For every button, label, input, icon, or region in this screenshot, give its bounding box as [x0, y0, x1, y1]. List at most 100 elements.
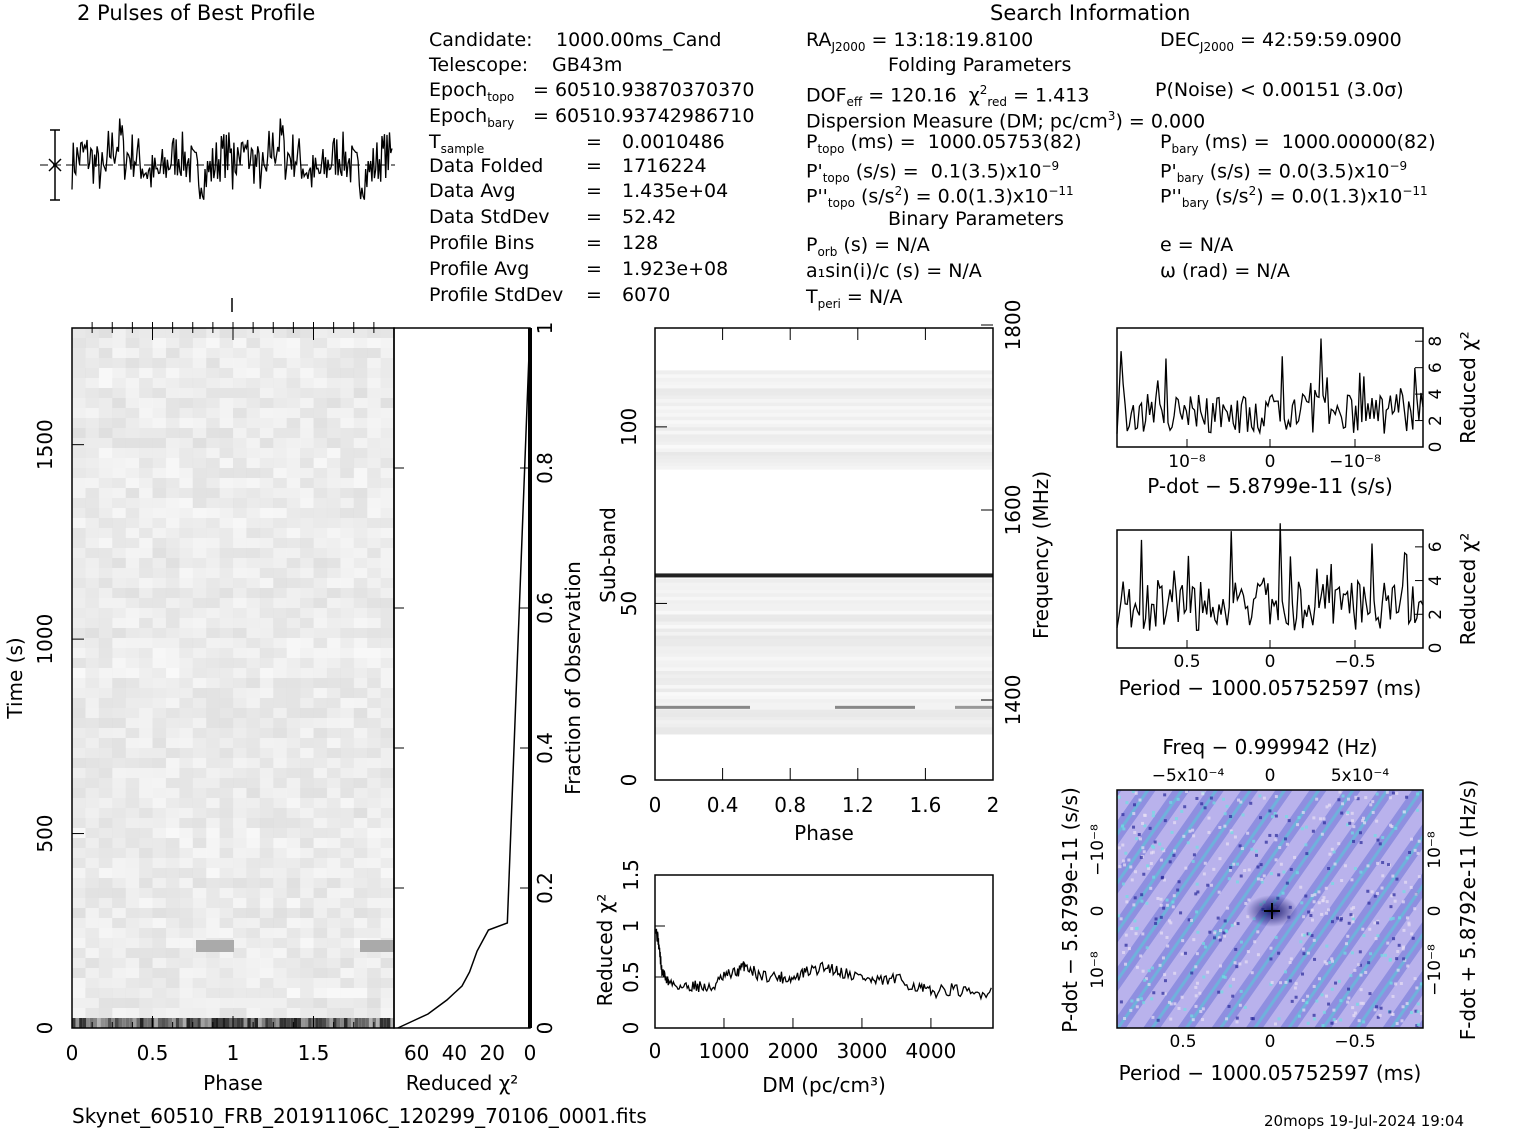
time-cell	[179, 408, 194, 419]
time-cell	[353, 748, 368, 759]
time-cell	[139, 968, 153, 979]
noise-dot	[1277, 951, 1281, 955]
info-value: 1000.00ms_Cand	[556, 29, 722, 51]
time-cell	[165, 548, 180, 559]
subband-row	[655, 727, 993, 731]
noise-dot	[1304, 894, 1308, 898]
time-cell	[246, 878, 261, 889]
time-cell	[98, 398, 113, 409]
noise-dot	[1369, 952, 1373, 956]
noise-dot	[1180, 952, 1184, 956]
info-eq: =	[586, 258, 602, 280]
noise-dot	[1376, 838, 1380, 842]
noise-dot	[1322, 817, 1326, 821]
subband-row	[655, 380, 993, 385]
time-cell	[72, 368, 86, 379]
time-cell	[286, 918, 301, 929]
time-cell	[286, 568, 301, 579]
noise-dot	[1260, 880, 1264, 884]
time-cell	[139, 948, 153, 959]
time-cell	[233, 948, 247, 959]
time-cell	[152, 938, 167, 949]
time-cell	[192, 628, 207, 639]
time-cell	[179, 368, 194, 379]
time-cell	[206, 498, 220, 509]
time-cell	[206, 638, 220, 649]
noise-dot	[1301, 933, 1305, 937]
time-cell	[72, 768, 86, 779]
time-cell	[246, 498, 261, 509]
time-cell	[192, 688, 207, 699]
time-cell	[98, 458, 113, 469]
time-cell	[273, 368, 287, 379]
time-cell	[152, 378, 167, 389]
noise-dot	[1295, 871, 1299, 875]
time-cell	[286, 758, 301, 769]
time-cell	[313, 378, 328, 389]
time-cell	[380, 338, 395, 349]
tick-label: 1000	[33, 614, 57, 665]
noise-dot	[1278, 846, 1282, 850]
time-cell	[98, 358, 113, 369]
noise-dot	[1330, 847, 1334, 851]
time-cell	[233, 968, 247, 979]
time-cell	[259, 478, 274, 489]
time-cell	[85, 718, 100, 729]
time-cell	[380, 418, 395, 429]
noise-dot	[1135, 926, 1139, 930]
bottom-strip	[111, 1018, 115, 1028]
time-cell	[246, 728, 261, 739]
noise-dot	[1179, 911, 1183, 915]
time-cell	[233, 848, 247, 859]
time-cell	[85, 508, 100, 519]
time-cell	[125, 448, 140, 459]
time-cell	[192, 788, 207, 799]
noise-dot	[1167, 1000, 1171, 1004]
subband-row	[655, 437, 993, 442]
time-cell	[112, 578, 126, 589]
time-cell	[179, 878, 194, 889]
time-cell	[326, 748, 341, 759]
time-cell	[152, 508, 167, 519]
time-cell	[192, 438, 207, 449]
time-cell	[326, 828, 341, 839]
time-cell	[380, 658, 395, 669]
bottom-strip	[86, 1018, 90, 1028]
noise-dot	[1355, 1002, 1359, 1006]
time-cell	[125, 498, 140, 509]
time-cell	[125, 998, 140, 1009]
time-cell	[179, 448, 194, 459]
time-cell	[300, 358, 314, 369]
time-cell	[125, 328, 140, 339]
bottom-strip	[308, 1018, 312, 1028]
noise-dot	[1304, 825, 1308, 829]
time-cell	[112, 488, 126, 499]
noise-dot	[1313, 893, 1317, 897]
time-cell	[259, 598, 274, 609]
time-cell	[259, 778, 274, 789]
tick-label: 1.5	[298, 1041, 330, 1065]
time-cell	[112, 568, 126, 579]
noise-dot	[1394, 982, 1398, 986]
time-cell	[353, 708, 368, 719]
time-cell	[367, 668, 381, 679]
time-cell	[273, 708, 287, 719]
time-cell	[326, 628, 341, 639]
time-cell	[139, 908, 153, 919]
time-cell	[259, 548, 274, 559]
noise-dot	[1346, 934, 1350, 938]
time-cell	[179, 748, 194, 759]
bottom-strip	[351, 1018, 355, 1028]
noise-dot	[1124, 943, 1128, 947]
bottom-strip	[225, 1018, 230, 1028]
noise-dot	[1209, 796, 1213, 800]
noise-dot	[1270, 815, 1274, 819]
time-cell	[259, 408, 274, 419]
time-cell	[192, 948, 207, 959]
noise-dot	[1161, 956, 1165, 960]
time-cell	[313, 1008, 328, 1019]
noise-dot	[1352, 839, 1356, 843]
omega-text: ω (rad) = N/A	[1160, 260, 1290, 282]
noise-dot	[1405, 1002, 1409, 1006]
